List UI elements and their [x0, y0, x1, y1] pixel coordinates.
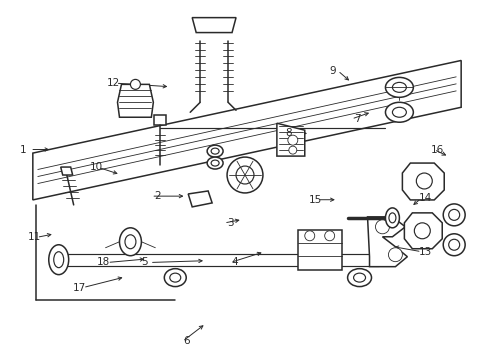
Polygon shape	[33, 60, 461, 200]
Ellipse shape	[125, 235, 136, 249]
Ellipse shape	[392, 82, 406, 92]
Circle shape	[375, 220, 390, 234]
Ellipse shape	[386, 77, 414, 97]
Ellipse shape	[347, 269, 371, 287]
Text: 17: 17	[73, 283, 86, 293]
Text: 13: 13	[419, 247, 432, 257]
Ellipse shape	[54, 252, 64, 268]
Text: 18: 18	[97, 257, 110, 267]
Circle shape	[130, 80, 141, 89]
Text: 15: 15	[309, 195, 322, 205]
Text: 9: 9	[330, 66, 336, 76]
Circle shape	[288, 135, 298, 145]
Polygon shape	[404, 213, 442, 249]
Circle shape	[227, 157, 263, 193]
Text: 16: 16	[431, 144, 444, 154]
Ellipse shape	[164, 269, 186, 287]
Ellipse shape	[443, 234, 465, 256]
Text: 14: 14	[419, 193, 432, 203]
Text: 11: 11	[27, 232, 41, 242]
Circle shape	[236, 166, 254, 184]
Ellipse shape	[386, 208, 399, 228]
Text: 5: 5	[142, 257, 148, 267]
Polygon shape	[298, 230, 342, 270]
Text: 2: 2	[154, 191, 160, 201]
Ellipse shape	[207, 157, 223, 169]
Text: 1: 1	[20, 144, 26, 154]
Ellipse shape	[449, 239, 460, 250]
Text: 6: 6	[183, 336, 190, 346]
Circle shape	[289, 146, 297, 154]
Polygon shape	[368, 217, 407, 267]
Polygon shape	[188, 191, 212, 207]
Ellipse shape	[170, 273, 181, 282]
Ellipse shape	[386, 102, 414, 122]
Ellipse shape	[389, 213, 396, 223]
Ellipse shape	[449, 210, 460, 220]
Circle shape	[416, 173, 432, 189]
Polygon shape	[154, 115, 166, 125]
Circle shape	[325, 231, 335, 241]
Text: 4: 4	[232, 257, 239, 267]
Polygon shape	[61, 167, 73, 175]
Text: 12: 12	[107, 78, 120, 88]
Ellipse shape	[211, 160, 219, 166]
Text: 7: 7	[354, 114, 361, 124]
Ellipse shape	[354, 273, 366, 282]
Text: 10: 10	[90, 162, 103, 172]
Ellipse shape	[211, 148, 219, 154]
Ellipse shape	[49, 245, 69, 275]
Polygon shape	[118, 84, 153, 117]
Ellipse shape	[207, 145, 223, 157]
Ellipse shape	[120, 228, 142, 256]
Circle shape	[389, 248, 402, 262]
Text: 8: 8	[286, 129, 292, 138]
Circle shape	[305, 231, 315, 241]
Ellipse shape	[443, 204, 465, 226]
Circle shape	[415, 223, 430, 239]
Polygon shape	[277, 123, 305, 156]
Polygon shape	[402, 163, 444, 200]
Text: 3: 3	[227, 218, 234, 228]
Polygon shape	[192, 18, 236, 32]
Ellipse shape	[392, 107, 406, 117]
